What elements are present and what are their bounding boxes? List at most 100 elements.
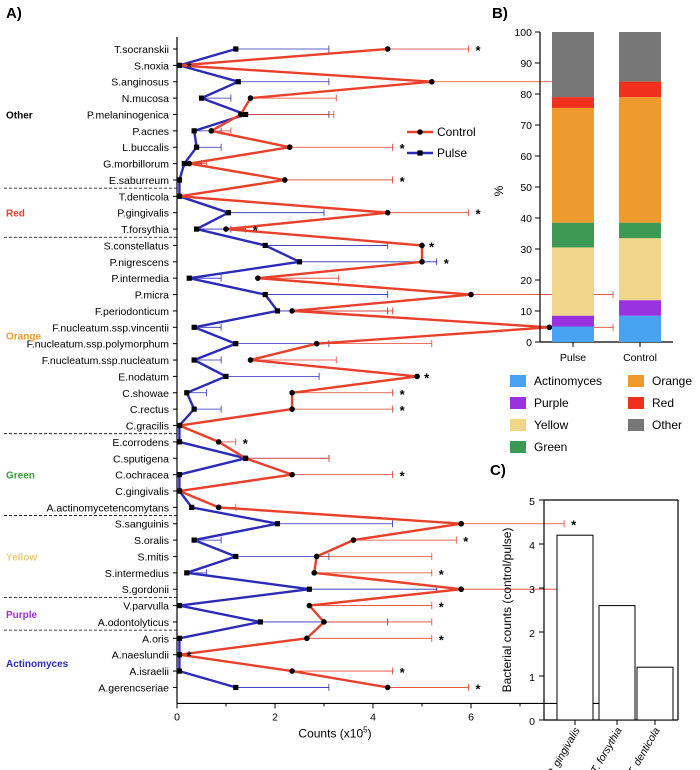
pulse-point (194, 144, 200, 150)
y-tick-label: 10 (520, 306, 532, 318)
legend-label-other: Other (652, 418, 682, 432)
species-label: E.nodatum (118, 371, 169, 383)
y-tick-label: 50 (520, 182, 532, 194)
y-axis-title: Bacterial counts (control/pulse) (500, 528, 514, 693)
legend-label-red: Red (652, 396, 674, 410)
legend-swatch-other (628, 419, 644, 431)
species-label: G.morbillorum (103, 159, 169, 171)
control-point (208, 128, 215, 134)
group-label-red: Red (6, 209, 25, 220)
pulse-point (262, 291, 268, 298)
x-axis-title-main: Counts (x10 (298, 726, 363, 740)
y-tick-label: 3 (529, 584, 535, 596)
legend-label-purple: Purple (534, 396, 569, 410)
x-axis-title: Counts (x105) (298, 725, 371, 740)
species-label: V.parvulla (123, 601, 169, 613)
y-tick-label: 90 (520, 58, 532, 70)
species-label: S.mitis (138, 551, 170, 563)
species-label: S.sanguinis (115, 519, 169, 531)
species-label: C.rectus (130, 404, 169, 416)
significance-star: * (439, 567, 445, 582)
species-label: C.gingivalis (115, 486, 169, 498)
pulse-point (191, 128, 197, 134)
stacked-segment-other (619, 32, 661, 82)
pulse-point (181, 160, 187, 167)
y-tick-label: 20 (520, 275, 532, 287)
pulse-point (191, 537, 197, 543)
species-label: A.naeslundii (112, 650, 169, 662)
control-point (289, 406, 295, 412)
pulse-point (225, 210, 232, 216)
pulse-point (243, 111, 249, 118)
pulse-point (184, 390, 190, 396)
significance-star: * (400, 174, 406, 189)
legend-swatch-purple (510, 397, 526, 409)
legend-swatch-actinomyces (510, 375, 526, 387)
pulse-point (191, 357, 197, 363)
pulse-point (176, 177, 183, 183)
y-tick-label: 60 (520, 151, 532, 163)
stacked-segment-green (552, 222, 594, 248)
pulse-point (223, 373, 229, 379)
species-label: N.mucosa (122, 93, 169, 105)
stacked-segment-red (552, 97, 594, 108)
species-label: S.noxia (134, 60, 169, 72)
stacked-segment-orange (619, 97, 661, 223)
stacked-segment-actinomyces (619, 315, 661, 342)
species-label: C.ochracea (115, 470, 169, 482)
x-tick-label: 6 (468, 711, 474, 723)
control-point (255, 275, 261, 281)
pulse-point (233, 46, 239, 52)
control-point (384, 684, 391, 691)
control-point (215, 439, 222, 445)
species-label: S.constellatus (104, 240, 169, 252)
species-label: S.intermedius (105, 568, 169, 580)
stacked-segment-green (619, 222, 661, 239)
significance-star: * (186, 59, 192, 74)
pulse-point (198, 95, 205, 101)
pulse-point (233, 341, 239, 347)
panel-a-label: A) (6, 5, 22, 22)
x-tick-label: 2 (272, 711, 278, 723)
species-label: P.melaninogenica (87, 109, 169, 121)
x-tick-label: 4 (370, 711, 376, 723)
stacked-segment-actinomyces (552, 326, 594, 342)
control-point (458, 586, 465, 593)
ratio-bar (598, 605, 636, 721)
group-label-yellow: Yellow (6, 552, 37, 563)
legend-swatch-orange (628, 375, 644, 387)
species-label: A.odontolyticus (98, 617, 169, 629)
legend-label-orange: Orange (652, 374, 692, 388)
control-point (311, 570, 318, 576)
control-point (237, 111, 244, 118)
species-label: S.gordonii (122, 584, 169, 596)
significance-star: * (476, 207, 482, 222)
y-tick-label: 4 (529, 540, 535, 552)
legend-label-yellow: Yellow (534, 418, 569, 432)
significance-star: * (444, 256, 450, 271)
ratio-bar (556, 534, 594, 721)
control-point (468, 291, 474, 298)
control-point (304, 635, 310, 642)
x-category-label: Control (623, 352, 657, 364)
species-label: F.nucleatum.ssp.vincentii (52, 322, 169, 334)
species-label: P.micra (135, 290, 169, 302)
control-point (313, 553, 320, 560)
species-label: P.intermedia (111, 273, 169, 285)
y-tick-label: 100 (514, 27, 532, 39)
legend-swatch-green (510, 441, 526, 453)
control-point (419, 242, 425, 249)
control-point (215, 504, 222, 511)
significance-star: * (400, 469, 406, 484)
group-label-green: Green (6, 471, 35, 482)
pulse-point (233, 553, 239, 560)
panel-a: A)02468Counts (x105)T.socranskiiS.noxiaS… (4, 5, 626, 740)
y-tick-label: 2 (529, 628, 535, 640)
species-label: P.acnes (132, 126, 169, 138)
pulse-point (274, 521, 281, 527)
legend-label-green: Green (534, 440, 567, 454)
x-category-label: T. forsythia (589, 725, 625, 770)
species-label: F.nucleatum.ssp.nucleatum (42, 355, 169, 367)
stacked-segment-red (619, 81, 661, 98)
